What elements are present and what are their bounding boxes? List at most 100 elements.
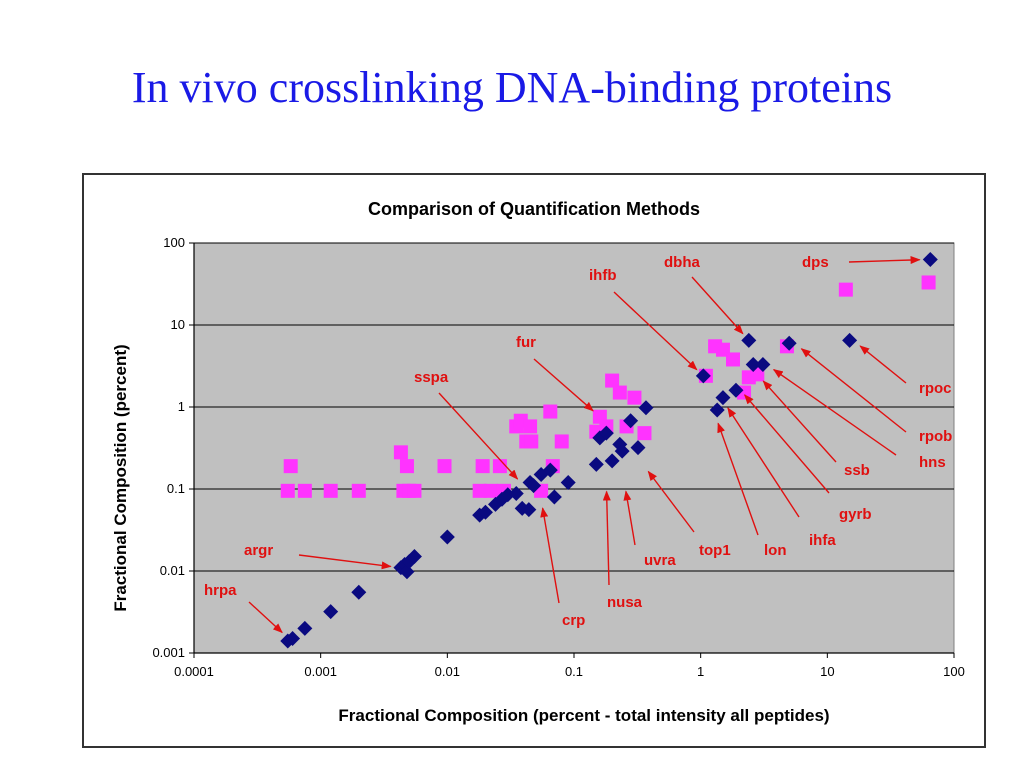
annotation-arrow-sspa <box>438 392 519 480</box>
annotation-arrow-rpoc <box>859 345 907 384</box>
annotation-arrow-gyrb <box>744 394 830 494</box>
square-point <box>297 483 312 498</box>
y-tick-label: 0.01 <box>160 563 185 578</box>
square-point <box>283 459 298 474</box>
annotation-label-dps: dps <box>802 254 829 271</box>
slide-title: In vivo crosslinking DNA-binding protein… <box>131 63 893 112</box>
square-point <box>399 459 414 474</box>
x-tick-label: 0.01 <box>435 664 460 679</box>
diamond-point <box>598 425 614 441</box>
annotation-arrow-dps <box>848 256 921 265</box>
square-point <box>483 483 498 498</box>
diamond-point <box>401 554 417 570</box>
annotation-arrow-rpob <box>800 348 907 433</box>
plot-area <box>193 242 955 654</box>
square-point <box>605 373 620 388</box>
annotations: dbha ihfb dps fur sspa rpoc rpob hns ssb gyrbihfa… <box>204 254 952 634</box>
square-point <box>921 275 936 290</box>
diamond-point <box>604 453 620 469</box>
diamond-point <box>842 332 858 348</box>
annotation-arrow-top1 <box>647 470 695 533</box>
y-tick-label: 0.001 <box>152 645 185 660</box>
annotation-arrow-crp <box>540 507 560 604</box>
annotation-arrow-ssb <box>762 380 837 463</box>
square-point <box>407 483 422 498</box>
chart-panel: 0.001 0.01 0.1 1 10 100 0.0001 0.001 0.01 0.1 1 10 1… <box>82 173 986 748</box>
annotation-label-sspa: sspa <box>414 369 449 386</box>
diamond-point <box>922 251 938 267</box>
diamond-point <box>439 529 455 545</box>
x-tick-label: 0.1 <box>565 664 583 679</box>
square-point <box>475 459 490 474</box>
square-point <box>351 483 366 498</box>
annotation-arrow-dbha <box>691 276 744 335</box>
annotation-label-uvra: uvra <box>644 552 676 569</box>
annotation-label-ihfb: ihfb <box>589 267 617 284</box>
annotation-label-lon: lon <box>764 542 787 559</box>
annotation-arrow-hrpa <box>248 601 283 634</box>
annotation-label-rpoc: rpoc <box>919 380 952 397</box>
x-tick-label: 0.001 <box>304 664 337 679</box>
square-point <box>472 483 487 498</box>
square-point <box>554 434 569 449</box>
square-point <box>523 419 538 434</box>
diamond-point <box>526 478 542 494</box>
x-tick-label: 1 <box>697 664 704 679</box>
square-point <box>323 483 338 498</box>
annotation-label-fur: fur <box>516 334 536 351</box>
x-axis-label: Fractional Composition (percent - total … <box>338 706 829 725</box>
annotation-arrow-fur <box>533 358 594 412</box>
diamond-point <box>623 413 639 429</box>
annotation-label-ssb: ssb <box>844 462 870 479</box>
annotation-label-hns: hns <box>919 454 946 471</box>
diamond-point <box>323 604 339 620</box>
diamond-point <box>546 489 562 505</box>
diamond-point <box>715 390 731 406</box>
square-point <box>492 459 507 474</box>
square-point <box>543 404 558 419</box>
tick-labels: 0.001 0.01 0.1 1 10 100 0.0001 0.001 0.01 0.1 1 10 1… <box>152 235 964 679</box>
square-point <box>838 282 853 297</box>
diamond-point <box>741 332 757 348</box>
annotation-label-nusa: nusa <box>607 594 643 611</box>
annotation-arrow-uvra <box>623 490 636 546</box>
annotation-label-top1: top1 <box>699 542 731 559</box>
diamond-point <box>508 486 524 502</box>
y-axis-label: Fractional Composition (percent) <box>111 344 130 611</box>
square-point <box>612 385 627 400</box>
diamond-point <box>728 382 744 398</box>
diamond-point <box>351 584 367 600</box>
diamond-point <box>406 549 422 565</box>
square-point <box>524 434 539 449</box>
square-point <box>637 426 652 441</box>
square-point <box>726 352 741 367</box>
annotation-arrow-argr <box>298 554 392 570</box>
annotation-label-rpob: rpob <box>919 428 952 445</box>
x-tick-label: 100 <box>943 664 965 679</box>
square-point <box>627 390 642 405</box>
diamond-point <box>542 462 558 478</box>
annotation-arrow-ihfa <box>727 407 800 518</box>
annotation-label-gyrb: gyrb <box>839 506 872 523</box>
y-tick-label: 0.1 <box>167 481 185 496</box>
diamond-point <box>588 456 604 472</box>
annotation-arrow-nusa <box>602 490 611 586</box>
annotation-label-argr: argr <box>244 542 273 559</box>
scatter-chart: 0.001 0.01 0.1 1 10 100 0.0001 0.001 0.01 0.1 1 10 1… <box>111 199 965 725</box>
diamond-point <box>614 443 630 459</box>
square-point <box>437 459 452 474</box>
annotation-label-ihfa: ihfa <box>809 532 836 549</box>
diamond-point <box>399 564 415 580</box>
diamond-point <box>560 475 576 491</box>
diamond-point <box>477 504 493 520</box>
square-point <box>280 483 295 498</box>
x-tick-label: 0.0001 <box>174 664 214 679</box>
annotation-label-crp: crp <box>562 612 585 629</box>
diamond-point <box>781 335 797 351</box>
diamond-point <box>630 440 646 456</box>
diamond-point <box>638 400 654 416</box>
diamond-point <box>755 356 771 372</box>
annotation-label-dbha: dbha <box>664 254 700 271</box>
diamond-point <box>521 502 537 518</box>
diamond-point <box>709 402 725 418</box>
